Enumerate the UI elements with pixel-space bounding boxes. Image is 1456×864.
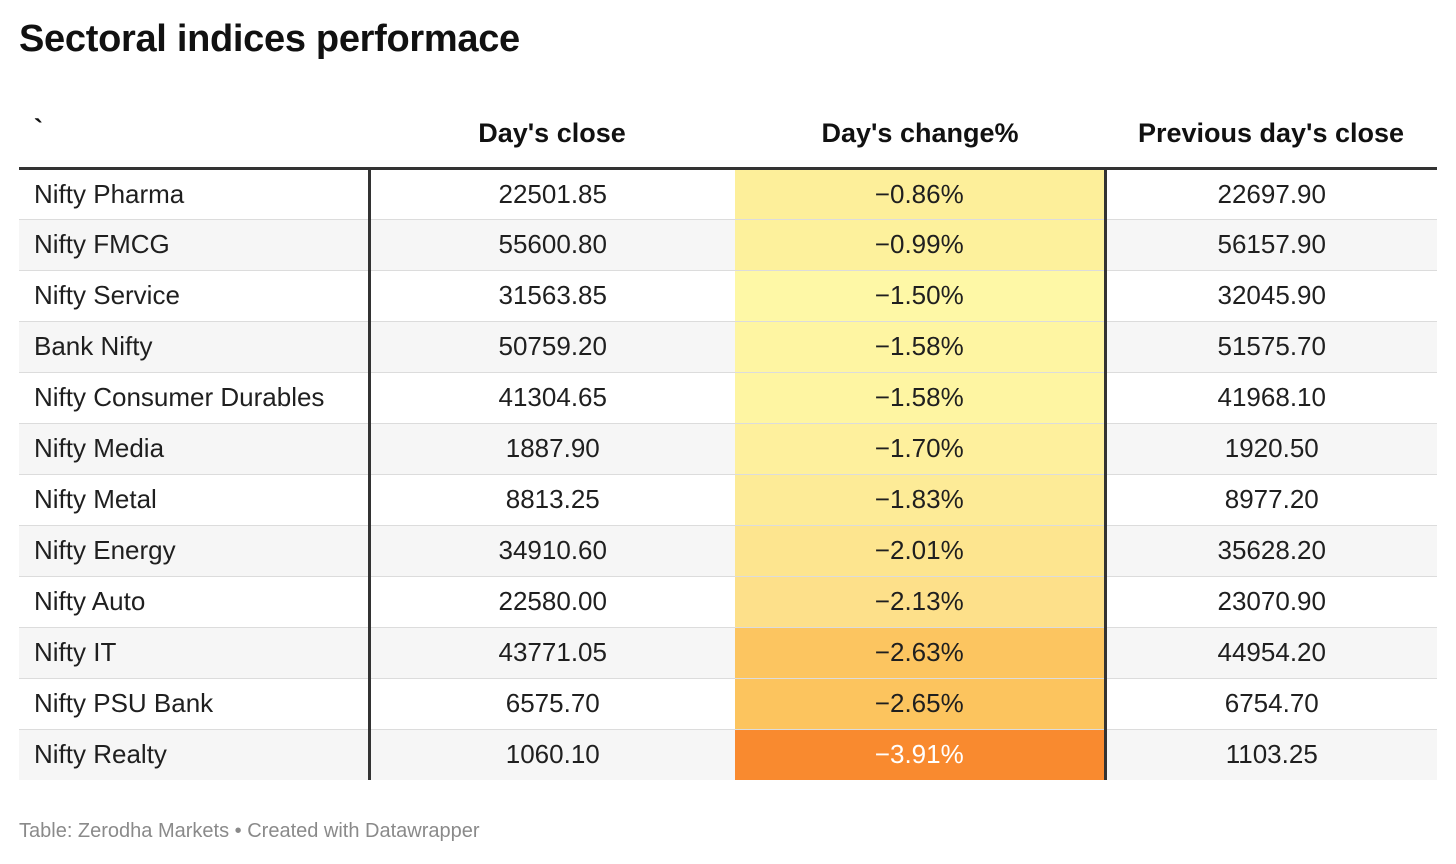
cell-prev-close: 8977.20 [1105, 474, 1437, 526]
cell-days-change: −2.63% [735, 627, 1107, 679]
cell-days-close: 22580.00 [369, 576, 735, 628]
cell-days-change: −0.99% [735, 219, 1107, 271]
table-body: Nifty Pharma 22501.85 −0.86% 22697.90 Nifty … [19, 168, 1437, 780]
cell-days-close: 8813.25 [369, 474, 735, 526]
table-row: Nifty Realty 1060.10 −3.91% 1103.25 [19, 729, 1437, 780]
cell-prev-close: 44954.20 [1105, 627, 1437, 679]
cell-days-change: −3.91% [735, 729, 1107, 780]
cell-days-close: 1887.90 [369, 423, 735, 475]
table-row: Bank Nifty 50759.20 −1.58% 51575.70 [19, 321, 1437, 373]
cell-days-close: 6575.70 [369, 678, 735, 730]
cell-days-change: −1.50% [735, 270, 1107, 322]
cell-prev-close: 6754.70 [1105, 678, 1437, 730]
cell-days-close: 31563.85 [369, 270, 735, 322]
cell-prev-close: 32045.90 [1105, 270, 1437, 322]
cell-index-name: Nifty Metal [19, 474, 371, 526]
table-row: Nifty IT 43771.05 −2.63% 44954.20 [19, 627, 1437, 679]
table-row: Nifty Metal 8813.25 −1.83% 8977.20 [19, 474, 1437, 526]
cell-days-close: 22501.85 [369, 168, 735, 220]
table-title: Sectoral indices performace [19, 18, 520, 60]
cell-days-change: −1.58% [735, 321, 1107, 373]
cell-index-name: Nifty Auto [19, 576, 371, 628]
table-row: Nifty Media 1887.90 −1.70% 1920.50 [19, 423, 1437, 475]
cell-prev-close: 51575.70 [1105, 321, 1437, 373]
cell-prev-close: 35628.20 [1105, 525, 1437, 577]
header-index[interactable]: ` [19, 100, 369, 170]
header-row: ` Day's close Day's change% Previous day… [19, 100, 1437, 170]
cell-index-name: Nifty Consumer Durables [19, 372, 371, 424]
table-row: Nifty Pharma 22501.85 −0.86% 22697.90 [19, 168, 1437, 220]
cell-prev-close: 56157.90 [1105, 219, 1437, 271]
cell-days-change: −0.86% [735, 168, 1107, 220]
cell-index-name: Nifty IT [19, 627, 371, 679]
cell-days-change: −1.70% [735, 423, 1107, 475]
sector-table: ` Day's close Day's change% Previous day… [19, 100, 1437, 780]
cell-index-name: Bank Nifty [19, 321, 371, 373]
cell-index-name: Nifty Energy [19, 525, 371, 577]
cell-prev-close: 23070.90 [1105, 576, 1437, 628]
table-row: Nifty Energy 34910.60 −2.01% 35628.20 [19, 525, 1437, 577]
cell-index-name: Nifty FMCG [19, 219, 371, 271]
cell-prev-close: 1103.25 [1105, 729, 1437, 780]
header-days-change[interactable]: Day's change% [735, 100, 1105, 170]
header-days-close[interactable]: Day's close [369, 100, 735, 170]
header-prev-close[interactable]: Previous day's close [1105, 100, 1437, 170]
cell-days-close: 50759.20 [369, 321, 735, 373]
cell-days-close: 41304.65 [369, 372, 735, 424]
cell-index-name: Nifty Realty [19, 729, 371, 780]
table-row: Nifty PSU Bank 6575.70 −2.65% 6754.70 [19, 678, 1437, 730]
table-row: Nifty Service 31563.85 −1.50% 32045.90 [19, 270, 1437, 322]
cell-days-close: 34910.60 [369, 525, 735, 577]
cell-days-change: −2.13% [735, 576, 1107, 628]
cell-days-change: −1.83% [735, 474, 1107, 526]
cell-prev-close: 1920.50 [1105, 423, 1437, 475]
table-row: Nifty Auto 22580.00 −2.13% 23070.90 [19, 576, 1437, 628]
cell-index-name: Nifty Service [19, 270, 371, 322]
cell-prev-close: 41968.10 [1105, 372, 1437, 424]
cell-days-change: −2.65% [735, 678, 1107, 730]
cell-days-close: 43771.05 [369, 627, 735, 679]
cell-days-change: −2.01% [735, 525, 1107, 577]
cell-index-name: Nifty Media [19, 423, 371, 475]
cell-days-close: 1060.10 [369, 729, 735, 780]
cell-days-change: −1.58% [735, 372, 1107, 424]
table-row: Nifty FMCG 55600.80 −0.99% 56157.90 [19, 219, 1437, 271]
cell-index-name: Nifty PSU Bank [19, 678, 371, 730]
cell-days-close: 55600.80 [369, 219, 735, 271]
source-footer: Table: Zerodha Markets • Created with Da… [19, 820, 480, 842]
cell-index-name: Nifty Pharma [19, 168, 371, 220]
table-row: Nifty Consumer Durables 41304.65 −1.58% 419… [19, 372, 1437, 424]
cell-prev-close: 22697.90 [1105, 168, 1437, 220]
